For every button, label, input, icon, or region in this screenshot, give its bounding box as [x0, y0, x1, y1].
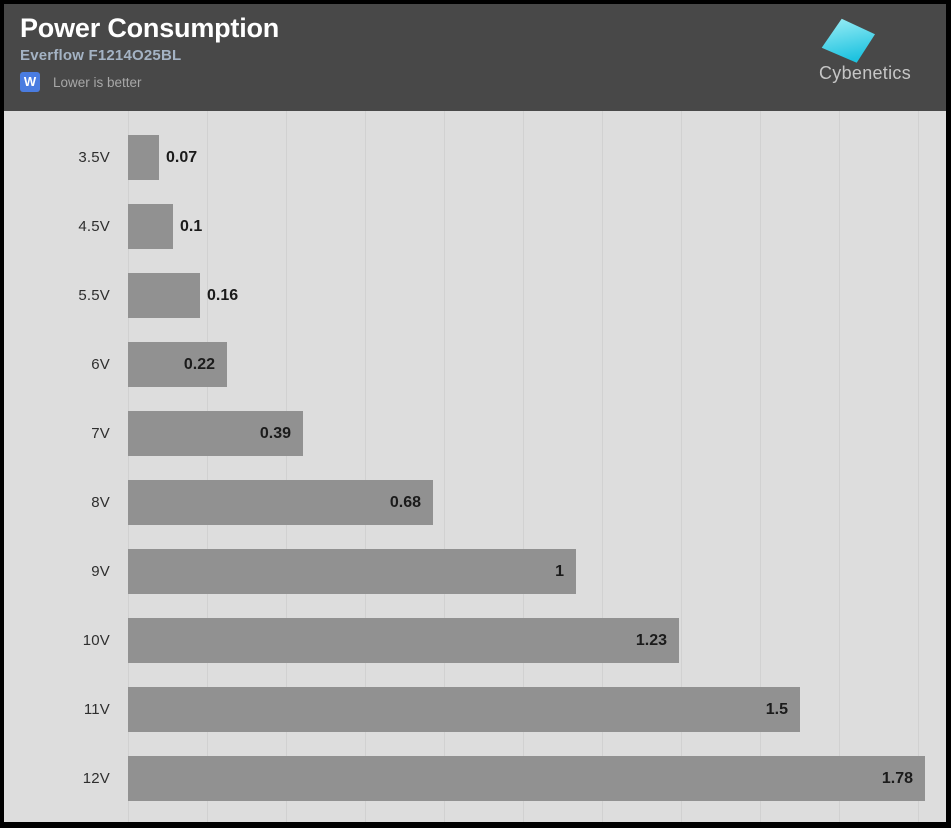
- bar-track: 1.78: [128, 756, 946, 801]
- bar-row: 9V 1: [4, 537, 946, 606]
- bar-row: 12V 1.78: [4, 744, 946, 813]
- category-label: 4.5V: [78, 218, 110, 235]
- gridline: [918, 111, 919, 822]
- value-label-inside: 1.5: [765, 700, 788, 718]
- bar-rows: 3.5V 0.07 4.5V 0.1 5.5V 0.16 6V 0.22: [4, 123, 946, 813]
- chart-inner: Power Consumption Everflow F1214O25BL W …: [4, 4, 946, 822]
- gridline: [839, 111, 840, 822]
- category-label: 3.5V: [78, 149, 110, 166]
- value-label-outside: 0.1: [180, 217, 203, 235]
- gridline: [602, 111, 603, 822]
- chart-area: 3.5V 0.07 4.5V 0.1 5.5V 0.16 6V 0.22: [4, 111, 946, 822]
- bar-row: 6V 0.22: [4, 330, 946, 399]
- chart-subtitle: Everflow F1214O25BL: [20, 47, 182, 64]
- category-label: 11V: [83, 701, 110, 718]
- bar-track: 0.39: [128, 411, 946, 456]
- bar-row: 3.5V 0.07: [4, 123, 946, 192]
- value-label-inside: 0.22: [183, 355, 215, 373]
- bar-track: 1.23: [128, 618, 946, 663]
- bar: 1.78: [128, 756, 925, 801]
- gridline: [128, 111, 129, 822]
- category-label: 7V: [91, 425, 110, 442]
- gridline: [681, 111, 682, 822]
- value-label-inside: 0.39: [259, 424, 291, 442]
- bar-track: 0.07: [128, 135, 946, 180]
- bar: [128, 273, 200, 318]
- bar-row: 7V 0.39: [4, 399, 946, 468]
- bar: 1: [128, 549, 576, 594]
- category-label: 9V: [91, 563, 110, 580]
- value-label-inside: 0.68: [389, 493, 421, 511]
- bar-row: 10V 1.23: [4, 606, 946, 675]
- gridline: [444, 111, 445, 822]
- bar-track: 0.1: [128, 204, 946, 249]
- bar-track: 1.5: [128, 687, 946, 732]
- logo-text: Cybenetics: [818, 63, 912, 83]
- category-label: 10V: [82, 632, 110, 649]
- chart-title: Power Consumption: [20, 13, 280, 43]
- header: Power Consumption Everflow F1214O25BL W …: [4, 4, 946, 111]
- gridline: [207, 111, 208, 822]
- value-label-inside: 1: [555, 562, 564, 580]
- bar-row: 4.5V 0.1: [4, 192, 946, 261]
- bar: 0.39: [128, 411, 303, 456]
- gridline: [286, 111, 287, 822]
- category-label: 8V: [91, 494, 110, 511]
- bar: [128, 204, 173, 249]
- logo-diamond-icon: [821, 18, 875, 63]
- note-row: W Lower is better: [20, 72, 142, 92]
- bar: [128, 135, 159, 180]
- bar: 1.5: [128, 687, 800, 732]
- gridline: [365, 111, 366, 822]
- category-label: 6V: [91, 356, 110, 373]
- category-label: 5.5V: [78, 287, 110, 304]
- bar-track: 0.22: [128, 342, 946, 387]
- gridline: [523, 111, 524, 822]
- value-label-inside: 1.78: [881, 769, 913, 787]
- value-label-inside: 1.23: [635, 631, 667, 649]
- lower-is-better-label: Lower is better: [53, 74, 142, 90]
- bar: 0.22: [128, 342, 227, 387]
- category-label: 12V: [82, 770, 110, 787]
- bar-row: 5.5V 0.16: [4, 261, 946, 330]
- value-label-outside: 0.16: [207, 286, 239, 304]
- bar-row: 11V 1.5: [4, 675, 946, 744]
- unit-badge: W: [20, 72, 40, 92]
- bar-row: 8V 0.68: [4, 468, 946, 537]
- bar-track: 0.68: [128, 480, 946, 525]
- value-label-outside: 0.07: [166, 148, 198, 166]
- bar-track: 0.16: [128, 273, 946, 318]
- bar: 1.23: [128, 618, 679, 663]
- bar-track: 1: [128, 549, 946, 594]
- gridline: [760, 111, 761, 822]
- cybenetics-logo: Cybenetics: [813, 16, 917, 84]
- bar: 0.68: [128, 480, 433, 525]
